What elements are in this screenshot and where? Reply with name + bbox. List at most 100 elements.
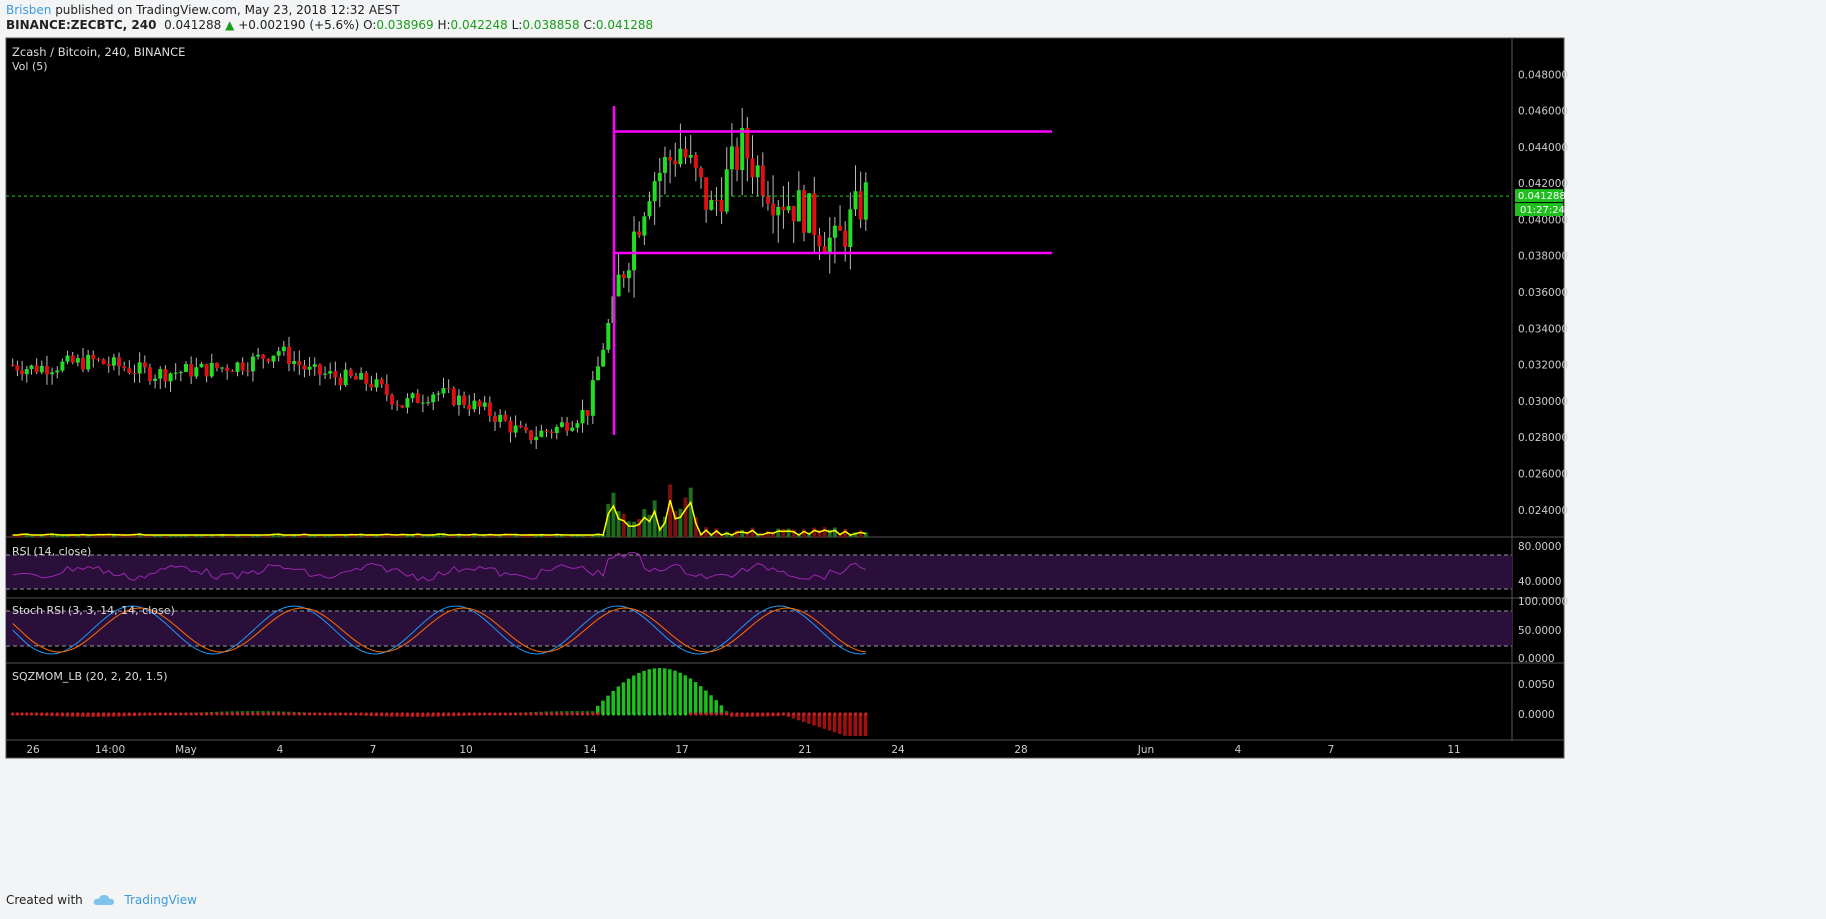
sqzmom-dot <box>117 712 121 716</box>
candle-body <box>230 371 235 373</box>
volume-bar <box>420 535 425 537</box>
sqzmom-dot <box>776 712 780 716</box>
volume-bar <box>235 535 240 537</box>
sqzmom-bar <box>637 672 641 714</box>
sqzmom-dot <box>477 712 482 716</box>
stoch-tick-label: 100.0000 <box>1518 596 1568 608</box>
sqzmom-dot <box>436 712 440 716</box>
candle-body <box>498 414 503 422</box>
sqzmom-dot <box>354 712 358 716</box>
sqzmom-dot <box>40 712 44 716</box>
sqzmom-dot <box>199 712 204 716</box>
candle-body <box>740 128 745 171</box>
sqzmom-dot <box>189 712 193 716</box>
tradingview-link[interactable]: TradingView <box>124 893 197 907</box>
candle-body <box>271 355 276 362</box>
sqzmom-dot <box>838 712 842 716</box>
candle-body <box>81 358 85 370</box>
sqzmom-bar <box>652 668 657 714</box>
volume-bar <box>647 514 652 537</box>
rsi-label: RSI (14, close) <box>12 545 91 558</box>
candle-body <box>287 346 291 364</box>
sqzmom-bar <box>657 668 662 714</box>
sqzmom-dot <box>25 712 29 716</box>
price-tick-label: 0.042000 <box>1518 178 1568 190</box>
sqzmom-bar <box>719 705 724 714</box>
sqzmom-dot <box>313 712 317 716</box>
candle-body <box>348 369 353 377</box>
volume-bar <box>745 531 750 537</box>
volume-bar <box>657 526 662 537</box>
candle-body <box>302 365 307 370</box>
sqzmom-dot <box>457 712 461 716</box>
candle-body <box>395 404 400 406</box>
stoch-label: Stoch RSI (3, 3, 14, 14, close) <box>12 604 175 617</box>
volume-bar <box>518 534 523 537</box>
candle-body <box>436 393 441 395</box>
sqzmom-dot <box>828 712 832 716</box>
sqzmom-dot <box>266 712 270 716</box>
sqzmom-bar <box>611 690 615 714</box>
candle-body <box>117 357 122 367</box>
candle-body <box>482 402 487 407</box>
candle-body <box>15 365 20 371</box>
sqzmom-dot <box>658 712 662 716</box>
volume-bar <box>848 534 853 537</box>
price-tick-label: 0.038000 <box>1518 251 1568 263</box>
sqzmom-dot <box>421 712 425 716</box>
sqzmom-dot <box>823 712 827 716</box>
sqzmom-dot <box>215 712 219 716</box>
volume-bar <box>606 503 611 537</box>
sqzmom-dot <box>390 712 394 716</box>
sqzmom-dot <box>148 712 152 716</box>
price-tick-label: 0.026000 <box>1518 468 1568 480</box>
sqzmom-dot <box>514 712 518 716</box>
sqzmom-bar <box>596 705 600 714</box>
sqzmom-dot <box>374 712 379 716</box>
sqzmom-dot <box>287 712 291 716</box>
stoch-tick-label: 50.0000 <box>1518 625 1561 637</box>
price-tick-label: 0.030000 <box>1518 396 1568 408</box>
author-link[interactable]: Brisben <box>6 3 52 17</box>
candle-body <box>781 206 786 211</box>
sqzmom-dot <box>843 712 847 716</box>
sqzmom-group <box>10 668 868 736</box>
sqzmom-dot <box>617 712 621 716</box>
sqzmom-dot <box>555 712 559 716</box>
price-tick-label: 0.048000 <box>1518 69 1568 81</box>
high-label: H: <box>437 18 451 32</box>
sqzmom-bar <box>858 714 863 736</box>
sqzmom-dot <box>35 712 39 716</box>
candle-body <box>199 363 204 368</box>
candle-body <box>86 354 91 370</box>
date-tick-label: 10 <box>459 744 472 756</box>
volume-bar <box>740 529 745 537</box>
candle-body <box>281 346 286 352</box>
sqzmom-dot <box>359 712 363 716</box>
chart-frame <box>5 37 1565 759</box>
sqzmom-dot <box>467 712 471 716</box>
sqzmom-dot <box>714 712 719 716</box>
sqzmom-dot <box>20 712 24 716</box>
volume-bar <box>812 527 817 537</box>
sqzmom-dot <box>802 712 806 716</box>
sqzmom-bar <box>693 682 698 714</box>
candle-body <box>158 369 163 379</box>
candle-body <box>719 199 724 212</box>
sqzmom-dot <box>426 712 430 716</box>
candle-body <box>153 378 158 381</box>
date-tick-label: 14 <box>583 744 597 756</box>
sqzmom-dot <box>15 712 19 716</box>
tradingview-cloud-icon <box>93 895 114 905</box>
sqzmom-dot <box>622 712 626 716</box>
sqzmom-dot <box>179 712 183 716</box>
candle-body <box>235 362 240 372</box>
volume-bar <box>616 511 621 537</box>
volume-bar <box>142 535 147 537</box>
sqzmom-bar <box>827 714 832 731</box>
candle-body <box>456 395 461 406</box>
volume-bar <box>50 533 55 537</box>
candle-body <box>508 420 513 433</box>
volume-bar <box>822 527 827 537</box>
